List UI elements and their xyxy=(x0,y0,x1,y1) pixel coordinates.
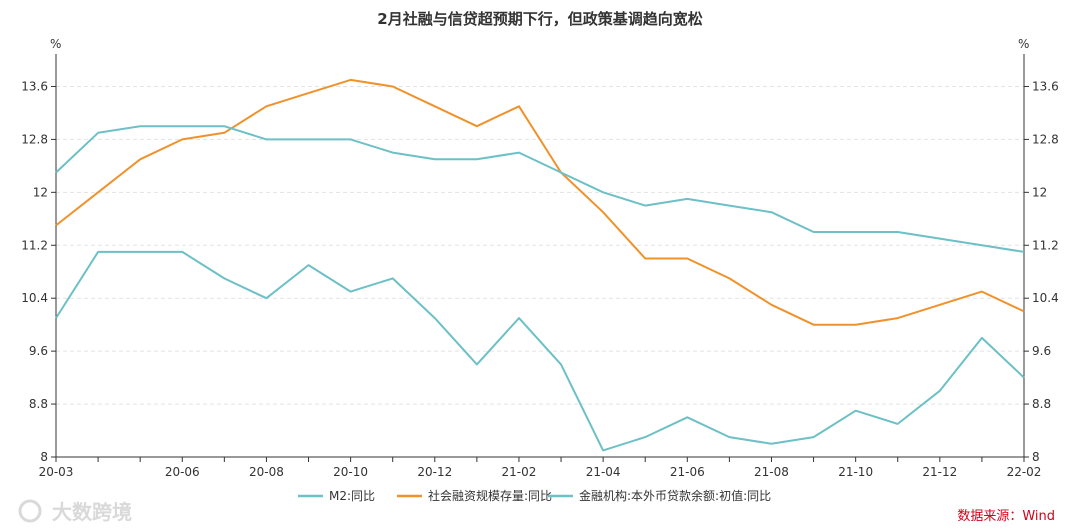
legend-label: 社会融资规模存量:同比 xyxy=(428,488,552,503)
y-ticks-right: 8 8.8 9.6 10.4 11.2 12 12.8 13.6 xyxy=(1024,79,1059,464)
legend-item-2: 社会融资规模存量:同比 xyxy=(397,488,552,503)
x-tick-label: 21-08 xyxy=(754,465,789,479)
y-tick-label-right: 12 xyxy=(1032,185,1047,199)
y-unit-right: % xyxy=(1018,37,1029,51)
y-tick-label-left: 10.4 xyxy=(21,291,48,305)
x-tick-label: 21-12 xyxy=(922,465,957,479)
y-tick-label-right: 8.8 xyxy=(1032,397,1051,411)
x-tick-label: 21-10 xyxy=(838,465,873,479)
x-tick-label: 21-06 xyxy=(670,465,705,479)
y-tick-label-left: 12.8 xyxy=(21,132,48,146)
legend-label: M2:同比 xyxy=(329,489,375,503)
x-tick-label: 21-04 xyxy=(586,465,621,479)
y-tick-label-right: 12.8 xyxy=(1032,132,1059,146)
x-tick-label: 20-12 xyxy=(417,465,452,479)
watermark-text: 大数跨境 xyxy=(52,500,132,524)
y-tick-label-left: 8.8 xyxy=(29,397,48,411)
x-tick-label: 20-06 xyxy=(165,465,200,479)
chart-title: 2月社融与信贷超预期下行，但政策基调趋向宽松 xyxy=(377,10,702,28)
legend: M2:同比 社会融资规模存量:同比 金融机构:本外币贷款余额:初值:同比 xyxy=(298,488,771,503)
axes xyxy=(55,54,1025,458)
y-tick-label-right: 9.6 xyxy=(1032,344,1051,358)
series-line-2 xyxy=(55,78,1025,326)
series-lines xyxy=(55,78,1025,452)
x-tick-label: 22-02 xyxy=(1007,465,1042,479)
y-tick-label-right: 11.2 xyxy=(1032,238,1059,252)
y-tick-label-right: 10.4 xyxy=(1032,291,1059,305)
x-tick-label: 20-10 xyxy=(333,465,368,479)
y-tick-label-left: 12 xyxy=(33,185,48,199)
x-tick-label: 21-02 xyxy=(502,465,537,479)
y-tick-label-right: 8 xyxy=(1032,450,1040,464)
y-tick-label-left: 11.2 xyxy=(21,238,48,252)
watermark-logo-icon xyxy=(18,499,42,523)
series-line-3 xyxy=(55,125,1025,253)
data-source: 数据来源：Wind xyxy=(957,509,1055,524)
series-line-1 xyxy=(55,250,1025,452)
legend-item-1: M2:同比 xyxy=(298,489,375,503)
y-unit-left: % xyxy=(50,37,61,51)
x-tick-label: 20-08 xyxy=(249,465,284,479)
legend-item-3: 金融机构:本外币贷款余额:初值:同比 xyxy=(548,488,771,503)
legend-label: 金融机构:本外币贷款余额:初值:同比 xyxy=(579,488,771,503)
x-ticks: 20-03 20-06 20-08 20-10 20-12 21-02 21-04 21-06… xyxy=(39,457,1042,479)
y-tick-label-left: 13.6 xyxy=(21,79,48,93)
y-ticks-left: 8 8.8 9.6 10.4 11.2 12 12.8 13.6 xyxy=(21,79,56,464)
watermark-logo: 大数跨境 xyxy=(18,499,132,524)
grid xyxy=(56,85,1024,458)
y-tick-label-left: 8 xyxy=(40,450,48,464)
y-tick-label-left: 9.6 xyxy=(29,344,48,358)
y-tick-label-right: 13.6 xyxy=(1032,79,1059,93)
x-tick-label: 20-03 xyxy=(39,465,74,479)
